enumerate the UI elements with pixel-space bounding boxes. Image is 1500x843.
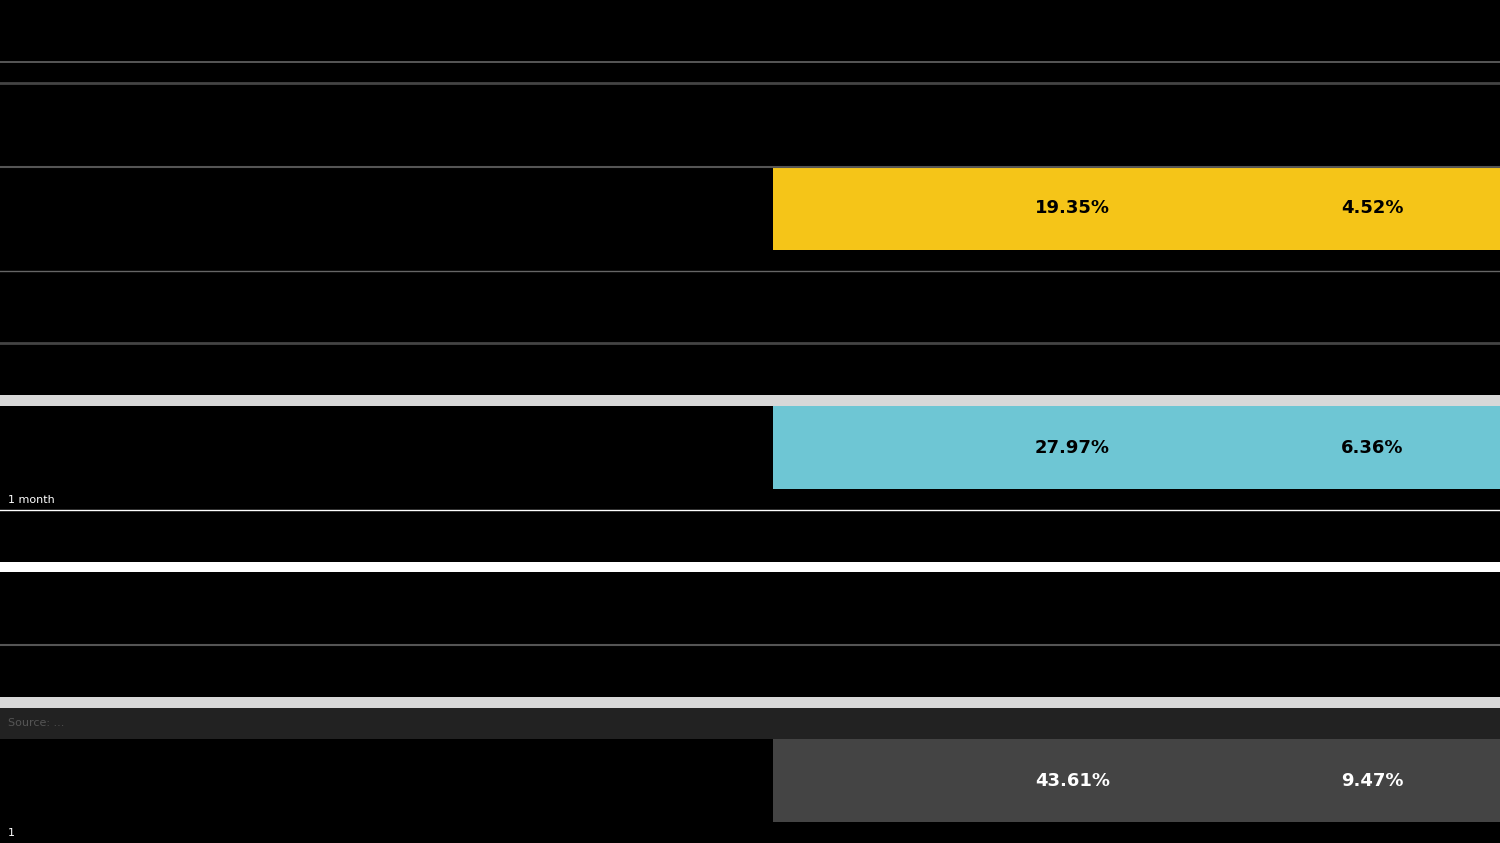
Bar (0, 83, 1500, 146)
Text: 1: 1 (8, 828, 15, 838)
Bar (0, 562, 1500, 572)
Bar (772, 405, 1500, 489)
Bar (0, 405, 1500, 489)
Text: 1 month: 1 month (8, 495, 54, 505)
Text: 27.97%: 27.97% (1035, 438, 1110, 457)
Bar (0, 62, 1500, 83)
Bar (0, 395, 1500, 405)
Bar (0, 822, 1500, 843)
Bar (0, 323, 1500, 343)
Bar (0, 510, 1500, 562)
Text: 4.52%: 4.52% (1341, 199, 1404, 217)
Bar (0, 343, 1500, 395)
Bar (0, 697, 1500, 708)
Bar (0, 167, 1500, 250)
Text: 6.36%: 6.36% (1341, 438, 1404, 457)
Bar (772, 167, 1500, 250)
Bar (0, 0, 1500, 62)
Bar (0, 489, 1500, 510)
Bar (0, 250, 1500, 271)
Bar (0, 625, 1500, 645)
Text: 19.35%: 19.35% (1035, 199, 1110, 217)
Bar (0, 645, 1500, 697)
Text: 43.61%: 43.61% (1035, 771, 1110, 790)
Bar (0, 572, 1500, 625)
Bar (0, 739, 1500, 822)
Bar (772, 739, 1500, 822)
Text: Source: ...: Source: ... (8, 718, 64, 728)
Text: 9.47%: 9.47% (1341, 771, 1404, 790)
Bar (0, 271, 1500, 323)
Bar (0, 146, 1500, 167)
Bar (0, 708, 1500, 739)
